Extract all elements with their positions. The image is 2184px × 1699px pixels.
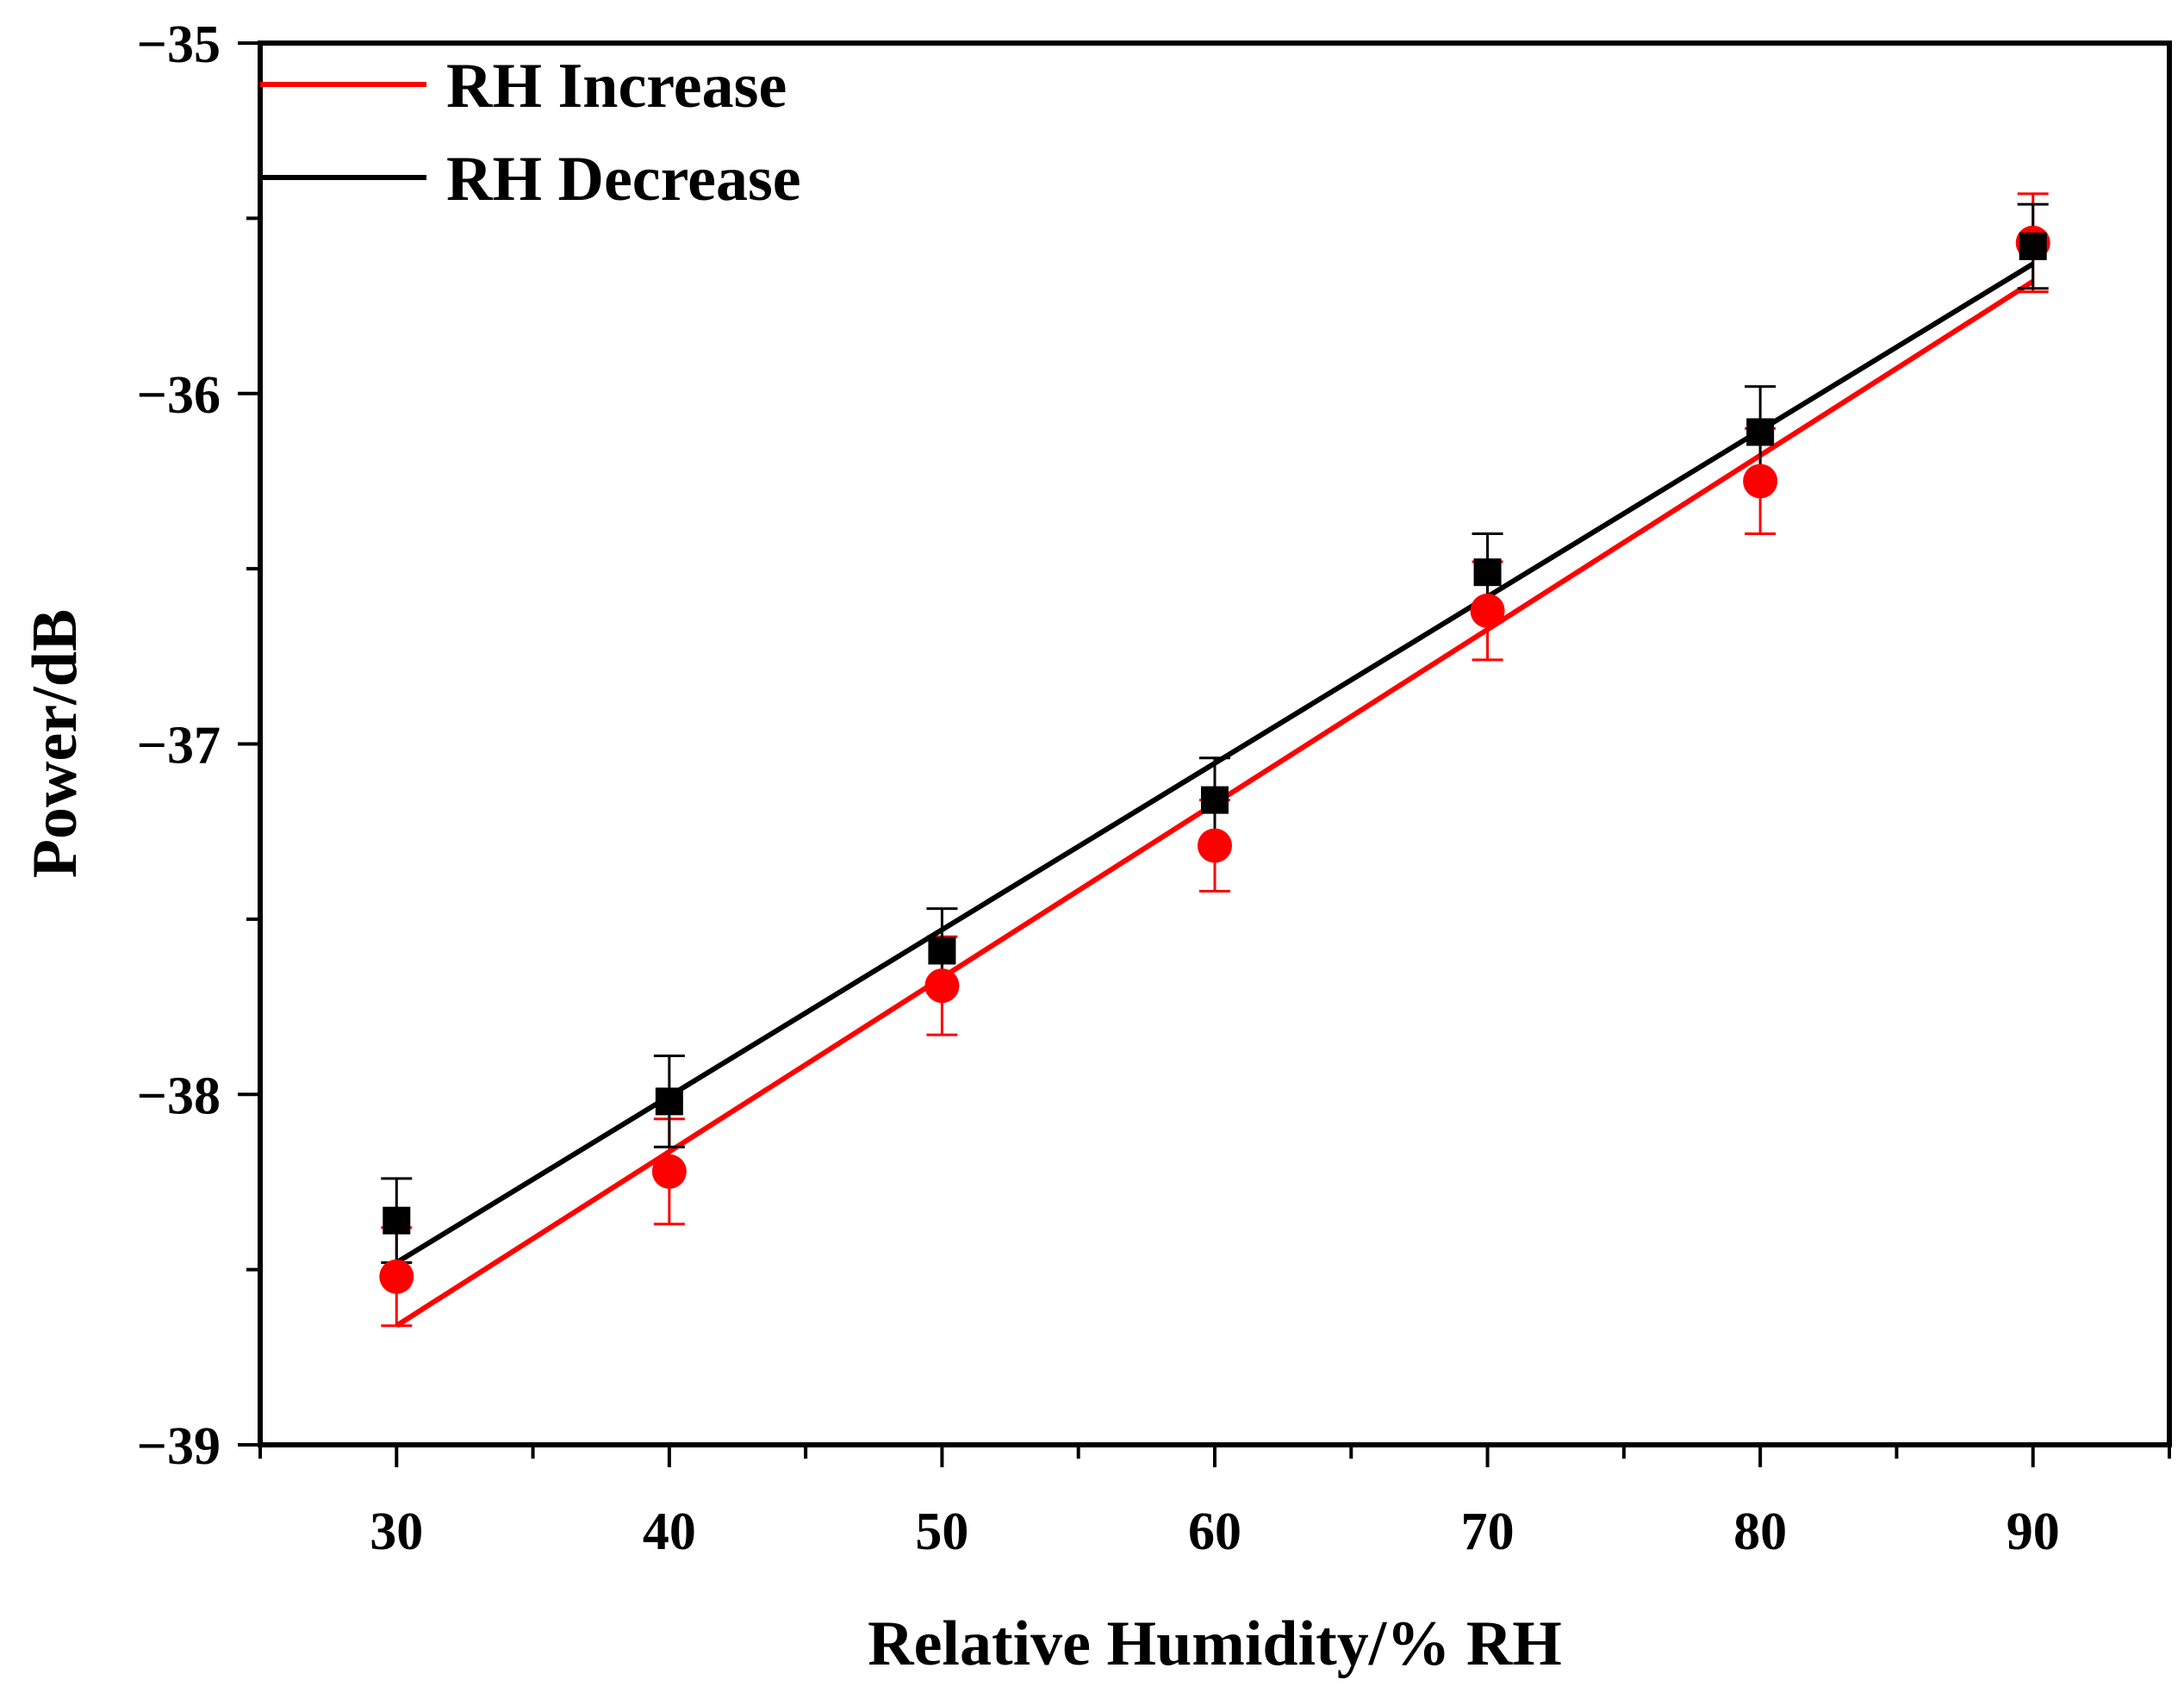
y-tick-label-m36: −36 (137, 366, 221, 425)
y-tick-label-m38: −38 (137, 1067, 221, 1125)
plot-frame (258, 40, 2172, 1447)
axes: 30 40 50 60 70 80 90 −39 −38 −37 −36 −35 (137, 16, 2171, 1561)
legend: RH Increase RH Decrease (260, 51, 801, 215)
data-point-rh-decrease-40 (655, 1087, 683, 1116)
x-tick-label-50: 50 (915, 1503, 968, 1561)
y-tick-label-m39: −39 (137, 1417, 221, 1476)
plot-area (379, 192, 2050, 1329)
y-tick-label-m35: −35 (137, 16, 221, 74)
y-tick-label-m37: −37 (137, 717, 221, 775)
data-point-rh-increase-70 (1470, 593, 1505, 628)
data-point-rh-decrease-50 (928, 937, 956, 965)
x-tick-label-80: 80 (1733, 1503, 1787, 1561)
data-point-rh-decrease-70 (1473, 558, 1502, 587)
x-tick-label-40: 40 (643, 1503, 696, 1561)
data-point-rh-decrease-90 (2019, 232, 2047, 260)
data-point-rh-increase-40 (651, 1154, 687, 1189)
data-point-rh-increase-30 (379, 1259, 414, 1294)
x-tick-label-90: 90 (2007, 1503, 2060, 1561)
data-point-rh-increase-50 (924, 968, 960, 1004)
x-axis-title: Relative Humidity/% RH (868, 1609, 1562, 1679)
data-point-rh-increase-80 (1743, 464, 1778, 499)
legend-label-rh-increase: RH Increase (446, 51, 787, 121)
legend-label-rh-decrease: RH Decrease (446, 144, 801, 215)
data-point-rh-increase-60 (1198, 828, 1232, 863)
x-tick-label-60: 60 (1188, 1503, 1241, 1561)
x-tick-label-70: 70 (1461, 1503, 1515, 1561)
data-point-rh-decrease-80 (1746, 418, 1775, 446)
data-point-rh-decrease-60 (1201, 786, 1229, 814)
x-tick-label-30: 30 (370, 1503, 423, 1561)
data-point-rh-decrease-30 (383, 1206, 411, 1235)
y-axis-title: Power/dB (20, 609, 90, 878)
